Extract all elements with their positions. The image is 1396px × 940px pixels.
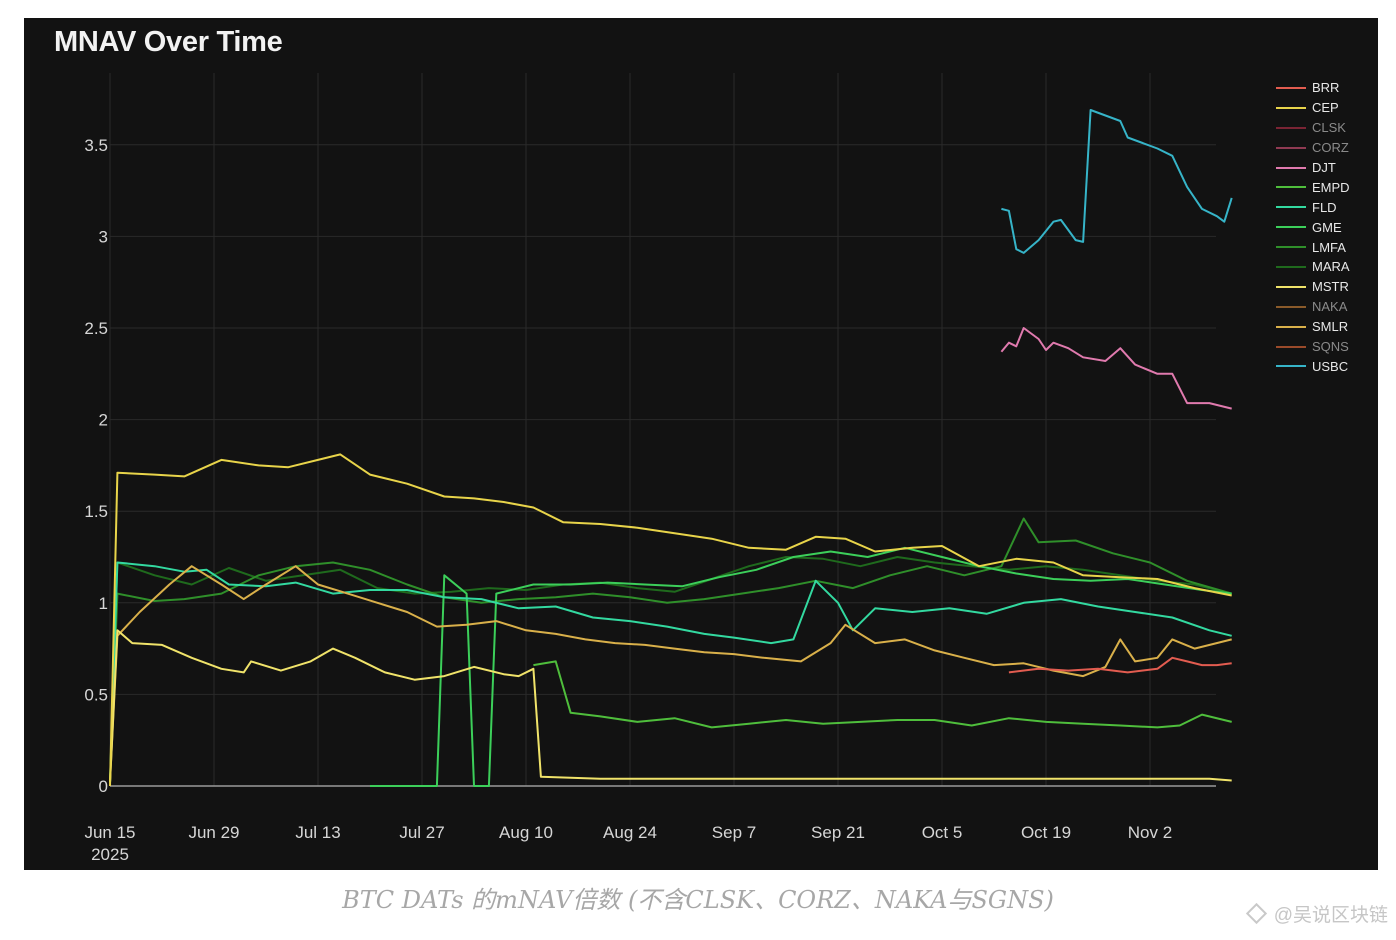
legend-item-corz: CORZ — [1276, 138, 1371, 158]
series-line-fld — [109, 561, 1232, 783]
y-tick-label: 3.5 — [84, 136, 108, 155]
x-tick-label: Jun 29 — [188, 823, 239, 842]
legend-item-lmfa: LMFA — [1276, 237, 1371, 257]
legend-item-brr: BRR — [1276, 78, 1371, 98]
legend-item-mara: MARA — [1276, 257, 1371, 277]
legend-label: LMFA — [1312, 239, 1346, 255]
legend-swatch — [1276, 166, 1306, 169]
legend-label: NAKA — [1312, 299, 1348, 315]
legend-swatch — [1276, 226, 1306, 229]
watermark: @吴说区块链 — [1245, 900, 1388, 927]
chart-plot-area: 0 0.5 1 1.5 2 2.5 3 3.5 Jun 15 Jun 29 Jul 13 Jul 27… — [84, 73, 1233, 864]
series-line-smlr — [109, 565, 1232, 783]
x-tick-label: Aug 10 — [499, 823, 553, 842]
legend-item-fld: FLD — [1276, 197, 1371, 217]
series-line-brr — [1008, 656, 1232, 674]
legend-swatch — [1276, 206, 1306, 209]
x-tick-label: Oct 5 — [922, 823, 963, 842]
legend-item-naka: NAKA — [1276, 297, 1371, 317]
legend-swatch — [1276, 305, 1306, 308]
x-tick-label: Jun 15 — [84, 823, 135, 842]
figure-caption: BTC DATs 的mNAV倍数 (不含CLSK、CORZ、NAKA与SGNS) — [342, 886, 1054, 914]
legend-label: SMLR — [1312, 319, 1349, 335]
legend-label: MSTR — [1312, 279, 1349, 295]
y-tick-label: 1 — [99, 594, 108, 613]
legend-item-sqns: SQNS — [1276, 337, 1371, 357]
legend-item-mstr: MSTR — [1276, 277, 1371, 297]
legend-swatch — [1276, 186, 1306, 189]
series-line-gme — [370, 546, 1232, 787]
legend-item-empd: EMPD — [1276, 177, 1371, 197]
y-tick-label: 0.5 — [84, 685, 108, 704]
legend-swatch — [1276, 285, 1306, 288]
legend-label: CEP — [1312, 100, 1339, 116]
legend-label: USBC — [1312, 358, 1349, 374]
series-line-empd — [533, 660, 1232, 729]
legend-item-gme: GME — [1276, 217, 1371, 237]
y-tick-label: 0 — [99, 777, 108, 796]
legend-label: EMPD — [1312, 179, 1350, 195]
legend-swatch — [1276, 265, 1306, 268]
legend-item-smlr: SMLR — [1276, 317, 1371, 337]
x-tick-label: Jul 13 — [295, 823, 340, 842]
legend-swatch — [1276, 325, 1306, 328]
x-tick-label: Sep 21 — [811, 823, 865, 842]
chart-panel: MNAV Over Time 0 0.5 1 1.5 2 2.5 3 3.5 Jun 15 Jun… — [24, 18, 1378, 870]
y-tick-label: 2 — [99, 411, 108, 430]
y-tick-label: 2.5 — [84, 319, 108, 338]
series-line-usbc — [1001, 109, 1233, 254]
legend-item-cep: CEP — [1276, 98, 1371, 118]
legend-swatch — [1276, 365, 1306, 368]
x-year-label: 2025 — [91, 845, 129, 864]
series-line-cep — [109, 453, 1232, 787]
series-line-mstr — [109, 629, 1232, 783]
x-tick-label: Oct 19 — [1021, 823, 1071, 842]
legend-swatch — [1276, 246, 1306, 249]
x-tick-label: Nov 2 — [1128, 823, 1172, 842]
legend-label: CORZ — [1312, 140, 1349, 156]
legend-label: SQNS — [1312, 339, 1349, 355]
legend-label: DJT — [1312, 160, 1336, 175]
legend-label: FLD — [1312, 199, 1337, 215]
legend-label: BRR — [1312, 80, 1340, 96]
chart-title: MNAV Over Time — [54, 26, 283, 58]
legend-swatch — [1276, 126, 1306, 129]
watermark-text: @吴说区块链 — [1273, 905, 1388, 926]
y-tick-label: 1.5 — [84, 502, 108, 521]
chart-legend: BRR CEP CLSK CORZ DJT EMPD FLD GME LMFA MARA MSTR N… — [1276, 78, 1371, 376]
legend-swatch — [1276, 146, 1306, 149]
legend-swatch — [1276, 86, 1306, 89]
diamond-logo-icon — [1245, 902, 1267, 925]
legend-item-djt: DJT — [1276, 158, 1371, 178]
series-line-djt — [1000, 327, 1232, 410]
legend-item-clsk: CLSK — [1276, 118, 1371, 138]
legend-label: MARA — [1312, 259, 1350, 275]
legend-swatch — [1276, 345, 1306, 348]
x-tick-label: Jul 27 — [399, 823, 444, 842]
legend-label: CLSK — [1312, 120, 1346, 136]
legend-swatch — [1276, 106, 1306, 109]
x-tick-label: Aug 24 — [603, 823, 657, 842]
series-line-lmfa — [109, 517, 1232, 783]
x-tick-label: Sep 7 — [712, 823, 756, 842]
legend-label: GME — [1312, 219, 1342, 235]
y-tick-label: 3 — [99, 227, 108, 246]
legend-item-usbc: USBC — [1276, 356, 1371, 376]
